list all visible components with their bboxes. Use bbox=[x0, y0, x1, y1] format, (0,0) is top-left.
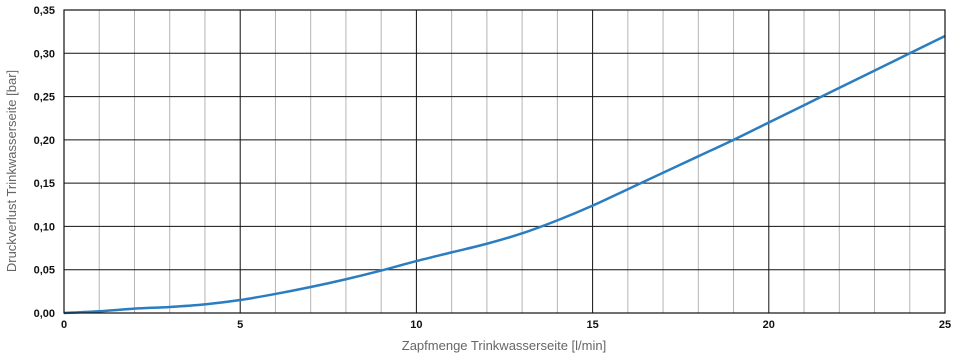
plot-frame bbox=[63, 9, 946, 314]
y-tick-label: 0,35 bbox=[34, 5, 55, 17]
x-tick-label: 10 bbox=[410, 319, 422, 331]
tick-labels: 0 5 10 15 20 25 0,00 0,05 0,10 0,15 0,20 0,25 0,30 0,… bbox=[34, 5, 952, 331]
x-tick-label: 25 bbox=[939, 319, 951, 331]
y-tick-label: 0,30 bbox=[34, 48, 55, 60]
y-tick-label: 0,20 bbox=[34, 135, 55, 147]
y-axis-title: Druckverlust Trinkwasserseite [bar] bbox=[4, 70, 19, 272]
x-tick-label: 15 bbox=[586, 319, 598, 331]
series-line-1 bbox=[63, 34, 946, 315]
axes bbox=[63, 9, 946, 314]
major-gridlines bbox=[64, 10, 945, 313]
x-tick-label: 20 bbox=[763, 319, 775, 331]
x-tick-label: 0 bbox=[61, 319, 67, 331]
series-layer bbox=[63, 34, 946, 315]
y-tick-label: 0,10 bbox=[34, 221, 55, 233]
x-tick-label: 5 bbox=[237, 319, 243, 331]
y-tick-label: 0,25 bbox=[34, 92, 55, 104]
y-tick-label: 0,05 bbox=[34, 265, 55, 277]
y-tick-label: 0,00 bbox=[34, 308, 55, 320]
y-tick-label: 0,15 bbox=[34, 178, 55, 190]
x-axis-title: Zapfmenge Trinkwasserseite [l/min] bbox=[402, 338, 606, 353]
minor-gridlines bbox=[98, 10, 911, 313]
